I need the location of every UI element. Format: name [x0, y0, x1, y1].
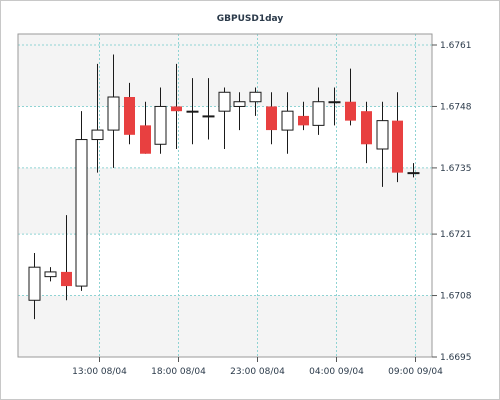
candle [407, 163, 420, 178]
candle-body-up [154, 105, 167, 145]
candle [392, 92, 403, 183]
candle [328, 87, 341, 126]
candle [249, 87, 262, 116]
candle [312, 87, 325, 135]
candle [202, 78, 215, 140]
candle-body-up [328, 101, 341, 104]
y-tick-label: 1.6721 [440, 230, 472, 240]
candle-body-up [281, 110, 294, 131]
candle-body-up [218, 91, 231, 112]
candle [186, 78, 199, 145]
candle [345, 68, 356, 126]
x-tick-label: 23:00 08/04 [230, 367, 285, 377]
y-tick-label: 1.6748 [440, 102, 472, 112]
candle [140, 101, 151, 154]
candle-body-up [75, 139, 88, 287]
candle-body-up [91, 129, 104, 141]
x-tick-label: 18:00 08/04 [151, 367, 206, 377]
candle-body-up [107, 96, 120, 131]
candle-body-down [171, 106, 182, 112]
x-tick-label: 04:00 09/04 [309, 367, 364, 377]
candle [61, 215, 72, 301]
candle-body-down [298, 115, 309, 126]
candle-body-up [312, 101, 325, 126]
y-tick-label: 1.6735 [440, 164, 472, 174]
candle-body-down [266, 106, 277, 131]
x-tick-label: 09:00 09/04 [388, 367, 443, 377]
y-tick-label: 1.6695 [440, 353, 472, 363]
candle [298, 101, 309, 131]
candle [154, 87, 167, 154]
candle [281, 92, 294, 154]
candle-body-up [407, 172, 420, 175]
candle [171, 63, 182, 149]
candle-body-down [140, 125, 151, 154]
candles [28, 54, 420, 320]
candle-body-down [345, 101, 356, 121]
candle-body-down [392, 120, 403, 173]
x-axis: 13:00 08/04 18:00 08/04 23:00 08/04 04:00 0… [72, 357, 443, 377]
candle [218, 87, 231, 149]
candle [44, 267, 57, 282]
candle-body-up [376, 120, 389, 150]
candle [28, 253, 41, 320]
candle [233, 92, 246, 131]
candle-body-up [186, 110, 199, 113]
x-tick-label: 13:00 08/04 [72, 367, 127, 377]
candle [361, 101, 372, 164]
plot-border [17, 33, 433, 358]
candle [376, 101, 389, 187]
candle-body-up [233, 101, 246, 107]
candle-body-up [202, 115, 215, 118]
y-tick-label: 1.6708 [440, 292, 472, 302]
candle-body-down [61, 271, 72, 287]
candle-body-down [124, 97, 135, 135]
y-tick-label: 1.6761 [440, 41, 472, 51]
candle-body-down [361, 111, 372, 145]
candle-body-up [44, 271, 57, 278]
candle [266, 92, 277, 145]
candle [107, 54, 120, 168]
candle-body-up [28, 266, 41, 301]
candle [124, 82, 135, 145]
candle [91, 63, 104, 173]
candle-body-up [249, 91, 262, 103]
chart-title: GBPUSD1day [217, 14, 284, 24]
y-axis: 1.6761 1.6748 1.6735 1.6721 1.6708 1.6695 [432, 41, 472, 363]
candle [75, 111, 88, 291]
